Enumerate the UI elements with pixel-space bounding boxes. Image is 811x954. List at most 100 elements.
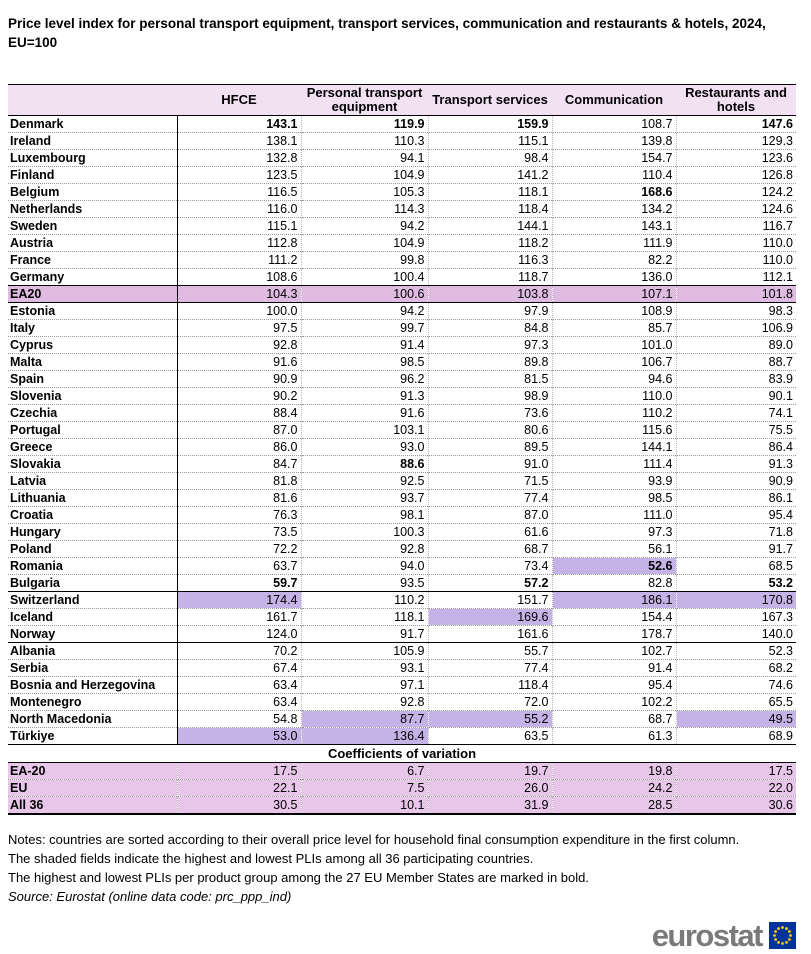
value-cell: 74.6: [675, 676, 796, 694]
notes: Notes: countries are sorted according to…: [8, 830, 796, 906]
table-row: Cyprus 92.8 91.4 97.3 101.0 89.0: [8, 336, 796, 354]
value-cell: 106.7: [551, 353, 676, 371]
table-row: Türkiye 53.0 136.4 63.5 61.3 68.9: [8, 727, 796, 745]
value-cell: 143.1: [551, 217, 676, 235]
country-label: Luxembourg: [8, 149, 178, 167]
value-cell: 86.4: [675, 438, 796, 456]
value-cell: 71.8: [675, 523, 796, 541]
value-cell: 63.4: [176, 693, 301, 711]
value-cell: 63.5: [427, 727, 552, 745]
value-cell: 161.6: [427, 625, 552, 643]
value-cell: 136.4: [300, 727, 428, 745]
value-cell: 68.5: [675, 557, 796, 575]
header-restaurants-hotels: Restaurants and hotels: [676, 84, 796, 116]
value-cell: 53.0: [176, 727, 301, 745]
value-cell: 124.6: [675, 200, 796, 218]
value-cell: 92.8: [300, 540, 428, 558]
value-cell: 55.7: [427, 642, 552, 660]
table-row: France 111.2 99.8 116.3 82.2 110.0: [8, 251, 796, 269]
value-cell: 54.8: [176, 710, 301, 728]
value-cell: 56.1: [551, 540, 676, 558]
value-cell: 87.7: [300, 710, 428, 728]
value-cell: 99.8: [300, 251, 428, 269]
table-row: Malta 91.6 98.5 89.8 106.7 88.7: [8, 353, 796, 371]
table-row: Albania 70.2 105.9 55.7 102.7 52.3: [8, 642, 796, 660]
value-cell: 110.2: [300, 591, 428, 609]
value-cell: 118.1: [427, 183, 552, 201]
value-cell: 91.3: [300, 387, 428, 405]
value-cell: 91.7: [300, 625, 428, 643]
value-cell: 154.4: [551, 608, 676, 626]
table-row: Sweden 115.1 94.2 144.1 143.1 116.7: [8, 217, 796, 235]
value-cell: 105.9: [300, 642, 428, 660]
value-cell: 83.9: [675, 370, 796, 388]
value-cell: 108.9: [551, 302, 676, 320]
table-row: North Macedonia 54.8 87.7 55.2 68.7 49.5: [8, 710, 796, 728]
country-label: Sweden: [8, 217, 178, 235]
value-cell: 98.5: [300, 353, 428, 371]
value-cell: 68.7: [427, 540, 552, 558]
value-cell: 55.2: [427, 710, 552, 728]
value-cell: 73.6: [427, 404, 552, 422]
coefficient-value-cell: 30.6: [675, 796, 796, 815]
value-cell: 116.7: [675, 217, 796, 235]
value-cell: 70.2: [176, 642, 301, 660]
value-cell: 98.9: [427, 387, 552, 405]
country-label: Ireland: [8, 132, 178, 150]
value-cell: 110.0: [675, 234, 796, 252]
table-row: Estonia 100.0 94.2 97.9 108.9 98.3: [8, 302, 796, 320]
value-cell: 88.4: [176, 404, 301, 422]
value-cell: 124.0: [176, 625, 301, 643]
value-cell: 67.4: [176, 659, 301, 677]
country-label: Türkiye: [8, 727, 178, 745]
value-cell: 77.4: [427, 489, 552, 507]
table-row: Spain 90.9 96.2 81.5 94.6 83.9: [8, 370, 796, 388]
value-cell: 123.6: [675, 149, 796, 167]
value-cell: 154.7: [551, 149, 676, 167]
coefficient-label: EA-20: [8, 762, 177, 780]
value-cell: 118.4: [427, 200, 552, 218]
value-cell: 89.8: [427, 353, 552, 371]
value-cell: 90.2: [176, 387, 301, 405]
coefficient-row: EU 22.1 7.5 26.0 24.2 22.0: [8, 779, 796, 797]
value-cell: 102.7: [551, 642, 676, 660]
value-cell: 110.0: [551, 387, 676, 405]
value-cell: 95.4: [675, 506, 796, 524]
value-cell: 94.1: [300, 149, 428, 167]
value-cell: 89.5: [427, 438, 552, 456]
country-label: Slovakia: [8, 455, 178, 473]
value-cell: 84.7: [176, 455, 301, 473]
value-cell: 93.1: [300, 659, 428, 677]
coefficient-value-cell: 26.0: [427, 779, 552, 797]
value-cell: 86.0: [176, 438, 301, 456]
country-label: Spain: [8, 370, 178, 388]
country-label: Hungary: [8, 523, 178, 541]
value-cell: 110.3: [300, 132, 428, 150]
table-row: Lithuania 81.6 93.7 77.4 98.5 86.1: [8, 489, 796, 507]
country-label: Estonia: [8, 302, 178, 320]
table-row: Portugal 87.0 103.1 80.6 115.6 75.5: [8, 421, 796, 439]
country-label: North Macedonia: [8, 710, 178, 728]
value-cell: 144.1: [551, 438, 676, 456]
value-cell: 93.9: [551, 472, 676, 490]
value-cell: 118.4: [427, 676, 552, 694]
country-label: Poland: [8, 540, 178, 558]
note-line-3: The highest and lowest PLIs per product …: [8, 869, 589, 885]
value-cell: 80.6: [427, 421, 552, 439]
value-cell: 59.7: [176, 574, 301, 592]
table-row: Netherlands 116.0 114.3 118.4 134.2 124.6: [8, 200, 796, 218]
table-row: Poland 72.2 92.8 68.7 56.1 91.7: [8, 540, 796, 558]
coefficient-value-cell: 22.1: [176, 779, 301, 797]
country-label: Netherlands: [8, 200, 178, 218]
value-cell: 53.2: [675, 574, 796, 592]
value-cell: 138.1: [176, 132, 301, 150]
value-cell: 119.9: [300, 115, 428, 133]
eurostat-logo: eurostat: [8, 920, 796, 951]
value-cell: 118.7: [427, 268, 552, 286]
value-cell: 100.4: [300, 268, 428, 286]
table-row: Norway 124.0 91.7 161.6 178.7 140.0: [8, 625, 796, 643]
value-cell: 88.7: [675, 353, 796, 371]
value-cell: 88.6: [300, 455, 428, 473]
value-cell: 118.2: [427, 234, 552, 252]
value-cell: 76.3: [176, 506, 301, 524]
